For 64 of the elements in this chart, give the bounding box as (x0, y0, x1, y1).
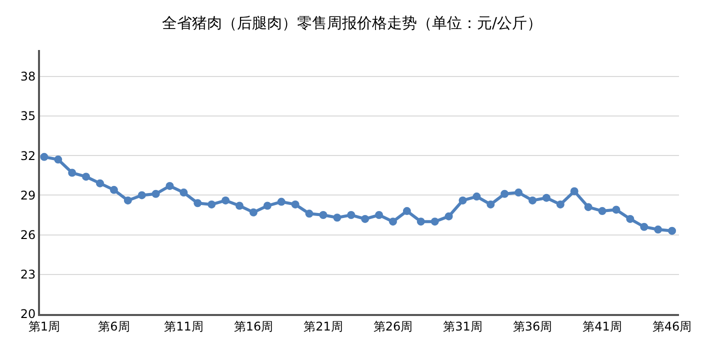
point (388, 218, 397, 226)
x-tick-label: 第41周 (582, 319, 622, 334)
chart-title: 全省猪肉（后腿肉）零售周报价格走势（单位：元/公斤） (162, 14, 542, 32)
point (416, 218, 425, 226)
point (584, 203, 592, 212)
point (54, 156, 62, 164)
point (82, 172, 90, 181)
point (194, 199, 202, 208)
y-tick-label: 23 (20, 268, 36, 282)
point (333, 214, 342, 222)
y-tick-label: 38 (20, 70, 36, 84)
x-tick-label: 第36周 (512, 319, 552, 334)
point (263, 202, 272, 210)
point (556, 200, 564, 208)
point (626, 214, 634, 223)
point (249, 208, 258, 216)
point (208, 200, 216, 208)
point (458, 196, 467, 204)
y-tick-label: 20 (20, 307, 36, 322)
point (166, 182, 174, 190)
point (375, 211, 384, 219)
point (96, 179, 104, 188)
point (40, 152, 48, 161)
point (528, 196, 536, 204)
x-tick-label: 第11周 (164, 319, 204, 334)
y-tick-label: 35 (20, 109, 36, 124)
point (444, 212, 453, 220)
point (542, 194, 550, 202)
point (319, 211, 328, 219)
y-tick-label: 26 (20, 228, 36, 242)
point (430, 218, 439, 226)
point (138, 191, 146, 200)
point (514, 188, 523, 197)
point (68, 168, 76, 177)
x-tick-label: 第16周 (234, 319, 274, 334)
point (668, 226, 676, 235)
point (305, 210, 314, 218)
x-tick-label: 第26周 (373, 319, 413, 334)
x-tick-label: 第46周 (652, 319, 692, 334)
x-tick-label: 第6周 (98, 319, 130, 334)
point (222, 196, 230, 204)
point (486, 200, 495, 208)
point (152, 190, 160, 198)
point (361, 214, 370, 223)
point (598, 207, 606, 216)
point (347, 211, 356, 219)
x-tick-label: 第21周 (304, 319, 343, 334)
y-tick-label: 32 (20, 148, 36, 163)
point (472, 192, 481, 201)
point (277, 198, 286, 206)
point (402, 207, 411, 216)
point (110, 186, 118, 194)
point (654, 226, 662, 234)
x-tick-label: 第1周 (28, 319, 60, 334)
point (570, 187, 578, 196)
point (500, 190, 509, 198)
point (236, 202, 244, 210)
point (640, 222, 648, 231)
point (612, 206, 620, 214)
point (180, 188, 188, 197)
point (291, 200, 300, 208)
point (124, 196, 132, 204)
y-tick-label: 29 (20, 188, 36, 202)
x-tick-label: 第31周 (443, 319, 482, 334)
